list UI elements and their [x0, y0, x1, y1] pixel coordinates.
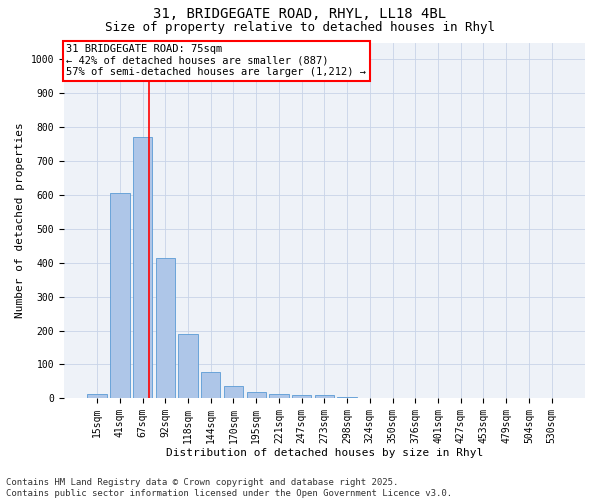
Bar — [247, 392, 266, 398]
Y-axis label: Number of detached properties: Number of detached properties — [15, 122, 25, 318]
Text: 31 BRIDGEGATE ROAD: 75sqm
← 42% of detached houses are smaller (887)
57% of semi: 31 BRIDGEGATE ROAD: 75sqm ← 42% of detac… — [67, 44, 367, 78]
Bar — [88, 394, 107, 398]
Bar — [201, 372, 220, 398]
Bar — [155, 258, 175, 398]
Bar — [224, 386, 243, 398]
Text: 31, BRIDGEGATE ROAD, RHYL, LL18 4BL: 31, BRIDGEGATE ROAD, RHYL, LL18 4BL — [154, 8, 446, 22]
Text: Contains HM Land Registry data © Crown copyright and database right 2025.
Contai: Contains HM Land Registry data © Crown c… — [6, 478, 452, 498]
Bar — [315, 395, 334, 398]
Bar — [269, 394, 289, 398]
Text: Size of property relative to detached houses in Rhyl: Size of property relative to detached ho… — [105, 21, 495, 34]
Bar — [292, 395, 311, 398]
Bar — [110, 194, 130, 398]
Bar — [133, 138, 152, 398]
Bar — [337, 396, 357, 398]
Bar — [178, 334, 197, 398]
X-axis label: Distribution of detached houses by size in Rhyl: Distribution of detached houses by size … — [166, 448, 483, 458]
